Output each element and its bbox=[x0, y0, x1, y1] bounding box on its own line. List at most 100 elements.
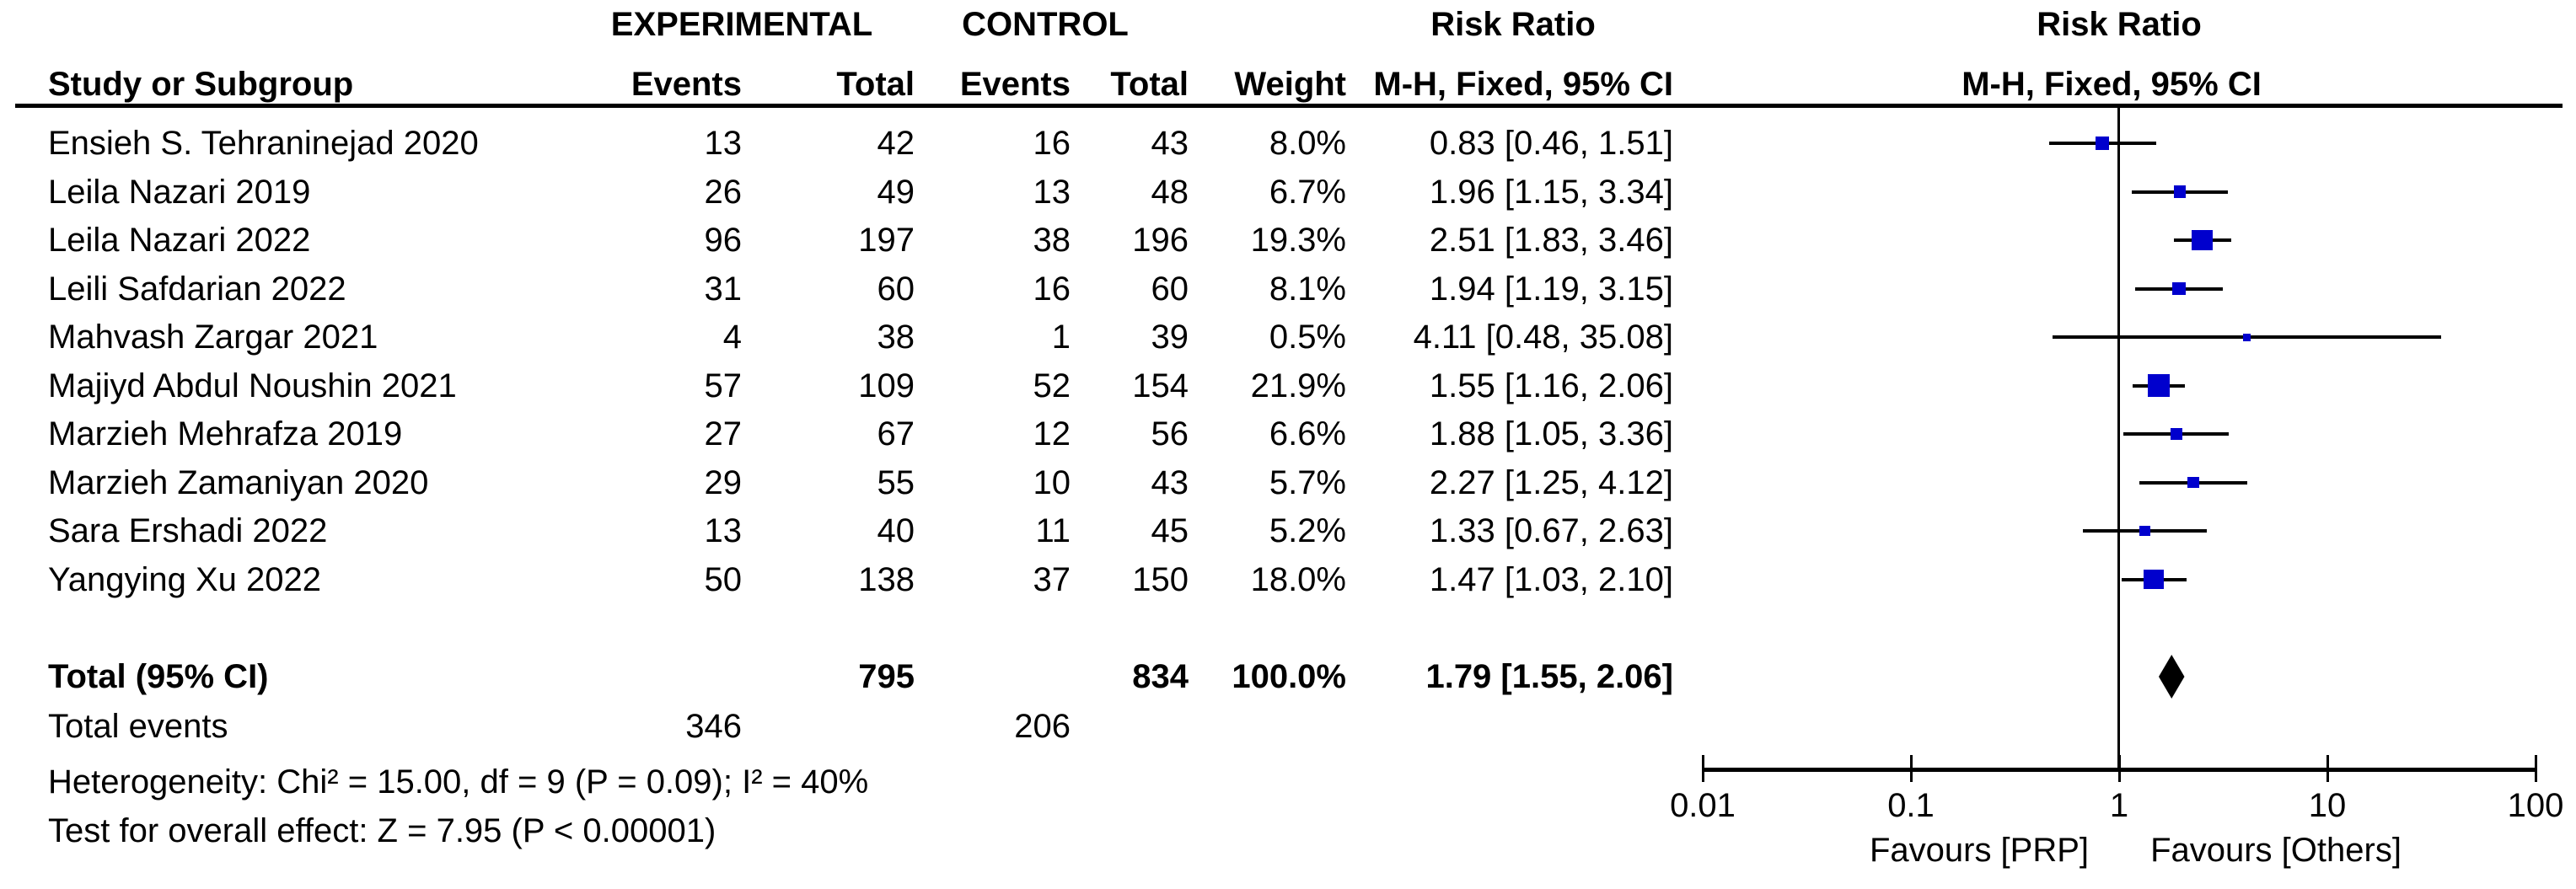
events-experimental-cell: 31 bbox=[704, 270, 743, 308]
total-events-label: Total events bbox=[48, 708, 228, 745]
risk-ratio-cell: 2.27 [1.25, 4.12] bbox=[1429, 463, 1673, 501]
axis-tick-label: 10 bbox=[2308, 787, 2347, 824]
weight-cell: 8.0% bbox=[1269, 125, 1346, 162]
total-experimental-cell: 795 bbox=[858, 658, 915, 695]
risk-ratio-cell: 4.11 [0.48, 35.08] bbox=[1413, 319, 1673, 356]
events-control-cell: 52 bbox=[1033, 367, 1071, 404]
total-rr-cell: 1.79 [1.55, 2.06] bbox=[1425, 658, 1673, 695]
overall-effect-text: Test for overall effect: Z = 7.95 (P < 0… bbox=[48, 812, 716, 849]
total-experimental-cell: 40 bbox=[877, 512, 915, 549]
risk-ratio-cell: 1.94 [1.19, 3.15] bbox=[1429, 270, 1673, 308]
events-control-cell: 13 bbox=[1033, 173, 1071, 211]
events-experimental-cell: 26 bbox=[704, 173, 743, 211]
risk-ratio-cell: 1.55 [1.16, 2.06] bbox=[1429, 367, 1673, 404]
events-control-header: Events bbox=[959, 66, 1071, 103]
events-experimental-cell: 57 bbox=[704, 367, 743, 404]
effect-square-marker bbox=[2187, 476, 2199, 489]
total-control-cell: 43 bbox=[1151, 125, 1189, 162]
axis-tick bbox=[1701, 755, 1704, 782]
no-effect-line bbox=[2117, 107, 2120, 769]
total-experimental-cell: 197 bbox=[858, 222, 915, 259]
total-events-experimental-cell: 346 bbox=[685, 708, 742, 745]
axis-tick bbox=[2117, 755, 2121, 782]
weight-cell: 6.7% bbox=[1269, 173, 1346, 211]
axis-tick bbox=[2534, 755, 2537, 782]
heterogeneity-text: Heterogeneity: Chi² = 15.00, df = 9 (P =… bbox=[48, 763, 869, 801]
study-label: Sara Ershadi 2022 bbox=[48, 512, 328, 549]
effect-square-marker bbox=[2139, 525, 2150, 537]
events-control-cell: 11 bbox=[1035, 512, 1071, 549]
total-experimental-cell: 49 bbox=[877, 173, 915, 211]
total-control-header: Total bbox=[1110, 66, 1189, 103]
risk-ratio-cell: 1.96 [1.15, 3.34] bbox=[1429, 173, 1673, 211]
axis-tick bbox=[2326, 755, 2329, 782]
total-control-cell: 56 bbox=[1151, 415, 1189, 453]
weight-cell: 0.5% bbox=[1269, 319, 1346, 356]
pooled-diamond-marker bbox=[2159, 655, 2185, 699]
events-experimental-header: Events bbox=[631, 66, 742, 103]
study-label: Marzieh Zamaniyan 2020 bbox=[48, 463, 429, 501]
risk-ratio-cell: 2.51 [1.83, 3.46] bbox=[1429, 222, 1673, 259]
events-experimental-cell: 4 bbox=[722, 319, 742, 356]
risk-ratio-plot-header: Risk Ratio bbox=[2037, 6, 2202, 43]
events-experimental-cell: 50 bbox=[704, 560, 743, 598]
events-control-cell: 37 bbox=[1033, 560, 1071, 598]
total-events-control-cell: 206 bbox=[1014, 708, 1071, 745]
study-label: Leili Safdarian 2022 bbox=[48, 270, 346, 308]
risk-ratio-column-header: Risk Ratio bbox=[1430, 6, 1596, 43]
effect-square-marker bbox=[2243, 333, 2251, 341]
mh-fixed-ci-header: M-H, Fixed, 95% CI bbox=[1373, 66, 1673, 103]
total-control-cell: 45 bbox=[1151, 512, 1189, 549]
total-row-label: Total (95% CI) bbox=[48, 658, 269, 695]
weight-cell: 21.9% bbox=[1250, 367, 1346, 404]
effect-square-marker bbox=[2192, 229, 2213, 251]
total-control-cell: 196 bbox=[1132, 222, 1189, 259]
total-control-cell: 150 bbox=[1132, 560, 1189, 598]
total-experimental-cell: 67 bbox=[877, 415, 915, 453]
effect-square-marker bbox=[2096, 137, 2109, 150]
study-label: Marzieh Mehrafza 2019 bbox=[48, 415, 403, 453]
mh-fixed-ci-plot-header: M-H, Fixed, 95% CI bbox=[1962, 66, 2262, 103]
effect-square-marker bbox=[2170, 427, 2182, 441]
risk-ratio-cell: 1.88 [1.05, 3.36] bbox=[1429, 415, 1673, 453]
total-control-cell: 154 bbox=[1132, 367, 1189, 404]
study-label: Yangying Xu 2022 bbox=[48, 560, 321, 598]
study-label: Majiyd Abdul Noushin 2021 bbox=[48, 367, 457, 404]
weight-header: Weight bbox=[1234, 66, 1346, 103]
axis-tick-label: 100 bbox=[2507, 787, 2564, 824]
risk-ratio-cell: 0.83 [0.46, 1.51] bbox=[1429, 125, 1673, 162]
events-experimental-cell: 13 bbox=[704, 512, 743, 549]
events-experimental-cell: 13 bbox=[704, 125, 743, 162]
events-control-cell: 16 bbox=[1033, 270, 1071, 308]
total-control-cell: 48 bbox=[1151, 173, 1189, 211]
weight-cell: 5.2% bbox=[1269, 512, 1346, 549]
header-rule bbox=[15, 104, 2563, 108]
total-experimental-cell: 42 bbox=[877, 125, 915, 162]
events-control-cell: 12 bbox=[1033, 415, 1071, 453]
events-control-cell: 16 bbox=[1033, 125, 1071, 162]
favours-left-label: Favours [PRP] bbox=[1869, 832, 2090, 869]
effect-square-marker bbox=[2147, 374, 2171, 397]
weight-cell: 19.3% bbox=[1250, 222, 1346, 259]
axis-tick-label: 1 bbox=[2109, 787, 2129, 824]
axis-tick-label: 0.01 bbox=[1670, 787, 1736, 824]
total-experimental-header: Total bbox=[836, 66, 915, 103]
total-experimental-cell: 109 bbox=[858, 367, 915, 404]
control-group-header: CONTROL bbox=[962, 6, 1129, 43]
total-control-cell: 60 bbox=[1151, 270, 1189, 308]
total-control-cell: 43 bbox=[1151, 463, 1189, 501]
events-experimental-cell: 27 bbox=[704, 415, 743, 453]
study-column-header: Study or Subgroup bbox=[48, 66, 354, 103]
study-label: Ensieh S. Tehraninejad 2020 bbox=[48, 125, 479, 162]
total-experimental-cell: 60 bbox=[877, 270, 915, 308]
axis-tick bbox=[1909, 755, 1913, 782]
weight-cell: 6.6% bbox=[1269, 415, 1346, 453]
experimental-group-header: EXPERIMENTAL bbox=[610, 6, 873, 43]
weight-cell: 18.0% bbox=[1250, 560, 1346, 598]
axis-tick-label: 0.1 bbox=[1887, 787, 1935, 824]
events-experimental-cell: 96 bbox=[704, 222, 743, 259]
events-control-cell: 1 bbox=[1051, 319, 1071, 356]
weight-cell: 8.1% bbox=[1269, 270, 1346, 308]
favours-right-label: Favours [Others] bbox=[2150, 832, 2402, 869]
